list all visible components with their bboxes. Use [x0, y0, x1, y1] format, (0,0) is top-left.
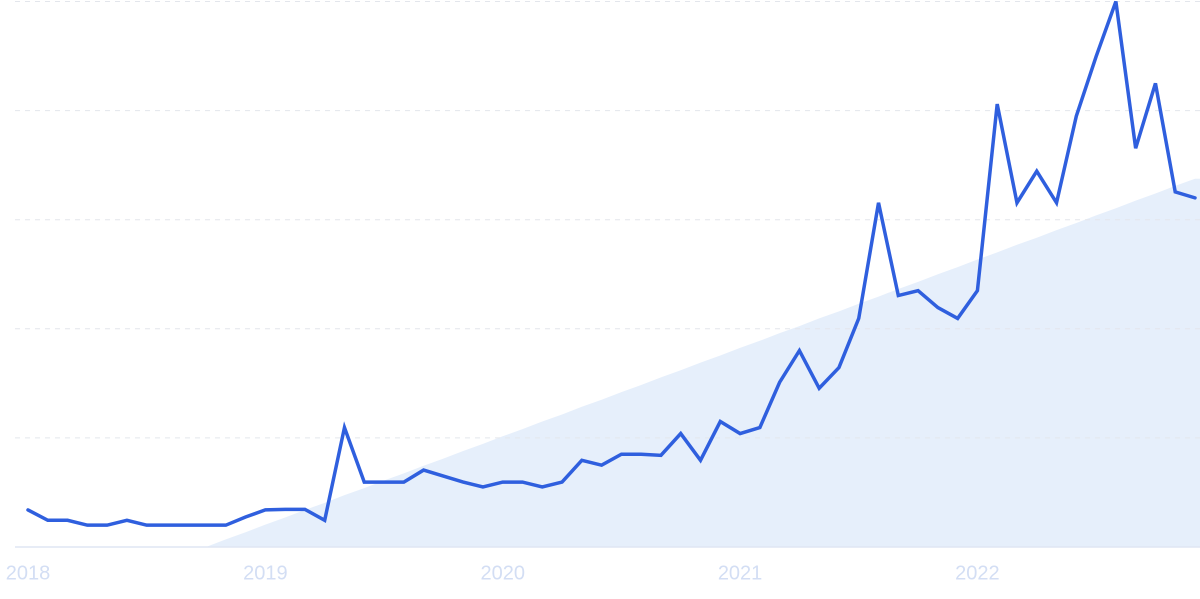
data-line	[26, 0, 1197, 527]
x-tick-label: 2021	[718, 562, 763, 584]
x-tick-label: 2018	[6, 562, 51, 584]
trend-area	[206, 178, 1200, 547]
x-tick-label: 2020	[480, 562, 525, 584]
x-tick-label: 2019	[243, 562, 288, 584]
x-tick-label: 2022	[955, 562, 1000, 584]
